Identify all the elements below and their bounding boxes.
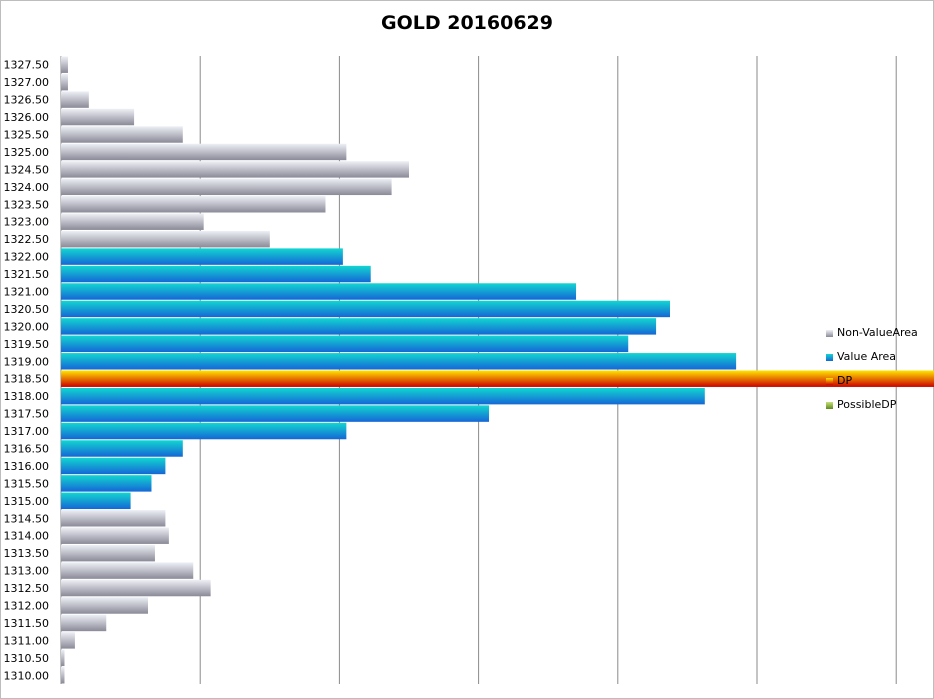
y-tick-label: 1322.50 [4,233,50,246]
bar-non-valuearea-1325.50 [61,126,183,143]
legend-label: Value Area [837,350,897,363]
y-tick-label: 1327.50 [4,59,50,72]
bar-value-area-1320.50 [61,300,670,318]
legend-swatch [826,402,833,409]
y-tick-label: 1323.00 [4,216,50,229]
bar-value-area-1322.00 [61,248,343,265]
bar-non-valuearea-1313.00 [61,562,194,579]
bar-non-valuearea-1322.50 [61,230,270,248]
legend-label: DP [837,374,853,387]
bar-value-area-1321.00 [61,283,577,300]
y-tick-label: 1312.00 [4,600,50,613]
legend-swatch [826,354,833,361]
bars [61,56,934,684]
y-axis-tick-labels: 1327.50 1327.00 1326.50 1326.00 1325.50 1325.… [4,59,50,683]
bar-non-valuearea-1326.00 [61,108,135,126]
bar-non-valuearea-1325.00 [61,143,347,161]
bar-value-area-1315.00 [61,492,131,510]
bar-non-valuearea-1314.50 [61,510,166,527]
legend-swatch [826,330,833,337]
bar-non-valuearea-1310.00 [61,667,65,684]
y-tick-label: 1313.00 [4,565,50,578]
y-tick-label: 1326.00 [4,111,50,124]
y-tick-label: 1317.50 [4,408,50,421]
bar-value-area-1315.50 [61,475,152,492]
y-tick-label: 1322.00 [4,251,50,264]
y-tick-label: 1314.00 [4,530,50,543]
bar-value-area-1319.50 [61,335,629,353]
bar-value-area-1316.00 [61,457,166,475]
y-tick-label: 1310.00 [4,669,50,682]
bar-non-valuearea-1312.50 [61,579,211,597]
y-tick-label: 1314.50 [4,512,50,525]
bar-non-valuearea-1313.50 [61,544,155,562]
bar-non-valuearea-1323.50 [61,196,326,213]
bar-non-valuearea-1326.50 [61,91,89,108]
bar-non-valuearea-1327.50 [61,56,68,73]
y-tick-label: 1319.00 [4,355,50,368]
bar-non-valuearea-1324.00 [61,178,392,196]
bar-value-area-1318.00 [61,387,705,405]
chart-title: GOLD 20160629 [380,12,553,34]
y-tick-label: 1321.00 [4,286,50,299]
y-tick-label: 1320.00 [4,320,50,333]
y-tick-label: 1325.00 [4,146,50,159]
y-tick-label: 1325.50 [4,129,50,142]
y-tick-label: 1310.50 [4,652,50,665]
y-tick-label: 1318.50 [4,373,50,386]
gridlines [60,56,897,684]
y-tick-label: 1324.50 [4,163,50,176]
bar-value-area-1317.50 [61,405,490,422]
bar-value-area-1320.00 [61,318,657,335]
bar-value-area-1321.50 [61,265,371,283]
y-tick-label: 1326.50 [4,94,50,107]
bar-value-area-1316.50 [61,440,183,457]
y-tick-label: 1318.00 [4,390,50,403]
y-tick-label: 1316.50 [4,443,50,456]
bar-dp-1318.50 [61,370,934,387]
bar-value-area-1317.00 [61,422,347,440]
bar-non-valuearea-1311.00 [61,632,75,649]
y-tick-label: 1315.50 [4,477,50,490]
y-tick-label: 1313.50 [4,547,50,560]
bar-non-valuearea-1314.00 [61,527,169,544]
y-tick-label: 1312.50 [4,582,50,595]
y-tick-label: 1321.50 [4,268,50,281]
y-tick-label: 1323.50 [4,198,50,211]
legend-label: PossibleDP [837,398,897,411]
bar-non-valuearea-1310.50 [61,649,65,667]
y-tick-label: 1320.50 [4,303,50,316]
y-tick-label: 1324.00 [4,181,50,194]
y-tick-label: 1317.00 [4,425,50,438]
legend-label: Non-ValueArea [837,326,918,339]
bar-value-area-1319.00 [61,353,737,370]
y-tick-label: 1311.50 [4,617,50,630]
y-tick-label: 1319.50 [4,338,50,351]
y-tick-label: 1327.00 [4,76,50,89]
legend-swatch [826,378,833,385]
bar-non-valuearea-1327.00 [61,73,68,91]
y-tick-label: 1315.00 [4,495,50,508]
y-tick-label: 1316.00 [4,460,50,473]
bar-non-valuearea-1323.00 [61,213,204,230]
bar-non-valuearea-1312.00 [61,597,148,614]
bar-non-valuearea-1324.50 [61,161,409,178]
y-tick-label: 1311.00 [4,634,50,647]
bar-non-valuearea-1311.50 [61,614,107,632]
